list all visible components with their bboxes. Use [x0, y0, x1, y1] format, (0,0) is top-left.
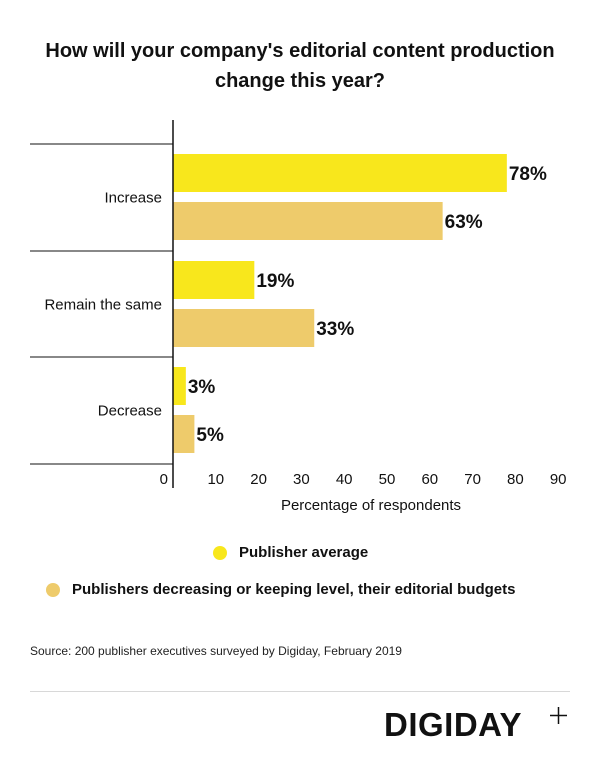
- legend-swatch-budget-publishers: [46, 582, 60, 597]
- bar-increase-series-2: [173, 202, 443, 240]
- x-tick-label: 20: [250, 471, 267, 488]
- data-label-increase-series-1: 78%: [509, 164, 547, 185]
- source-note: Source: 200 publisher executives surveye…: [30, 644, 402, 658]
- chart-title: How will your company's editorial conten…: [45, 40, 555, 92]
- x-tick-label: 90: [550, 471, 567, 488]
- x-tick-label: 80: [507, 471, 524, 488]
- category-label-decrease: Decrease: [98, 403, 162, 420]
- data-label-decrease-series-1: 3%: [188, 377, 216, 398]
- category-label-increase: Increase: [104, 190, 162, 207]
- x-axis-title: Percentage of respondents: [281, 497, 461, 514]
- bar-decrease-series-1: [173, 367, 186, 405]
- bar-remain-the-same-series-1: [173, 261, 255, 299]
- x-tick-label: 70: [464, 471, 481, 488]
- data-label-decrease-series-2: 5%: [196, 425, 224, 446]
- legend-swatch-publisher-average: [213, 545, 227, 560]
- divider: [30, 691, 570, 692]
- data-label-remain-the-same-series-1: 19%: [256, 271, 294, 292]
- digiday-logo: DIGIDAY: [384, 706, 522, 743]
- legend-label-publisher-average: Publisher average: [239, 544, 369, 561]
- x-tick-label: 0: [160, 471, 168, 488]
- bar-increase-series-1: [173, 154, 507, 192]
- x-tick-label: 50: [379, 471, 396, 488]
- x-tick-label: 10: [207, 471, 224, 488]
- x-tick-label: 40: [336, 471, 353, 488]
- bar-decrease-series-2: [173, 415, 195, 453]
- x-tick-label: 30: [293, 471, 310, 488]
- plus-icon: [550, 707, 567, 724]
- data-label-remain-the-same-series-2: 33%: [316, 319, 354, 340]
- bar-chart: Increase 78% 63% Remain the same 19% 33% Decre…: [30, 120, 567, 514]
- legend-item-budget-publishers: Publishers decreasing or keeping level, …: [46, 581, 515, 598]
- legend-label-budget-publishers: Publishers decreasing or keeping level, …: [72, 581, 516, 598]
- bar-remain-the-same-series-2: [173, 309, 315, 347]
- x-tick-label: 60: [421, 471, 438, 488]
- category-label-remain-the-same: Remain the same: [44, 297, 162, 314]
- legend-item-publisher-average: Publisher average: [213, 544, 368, 561]
- data-label-increase-series-2: 63%: [445, 212, 483, 233]
